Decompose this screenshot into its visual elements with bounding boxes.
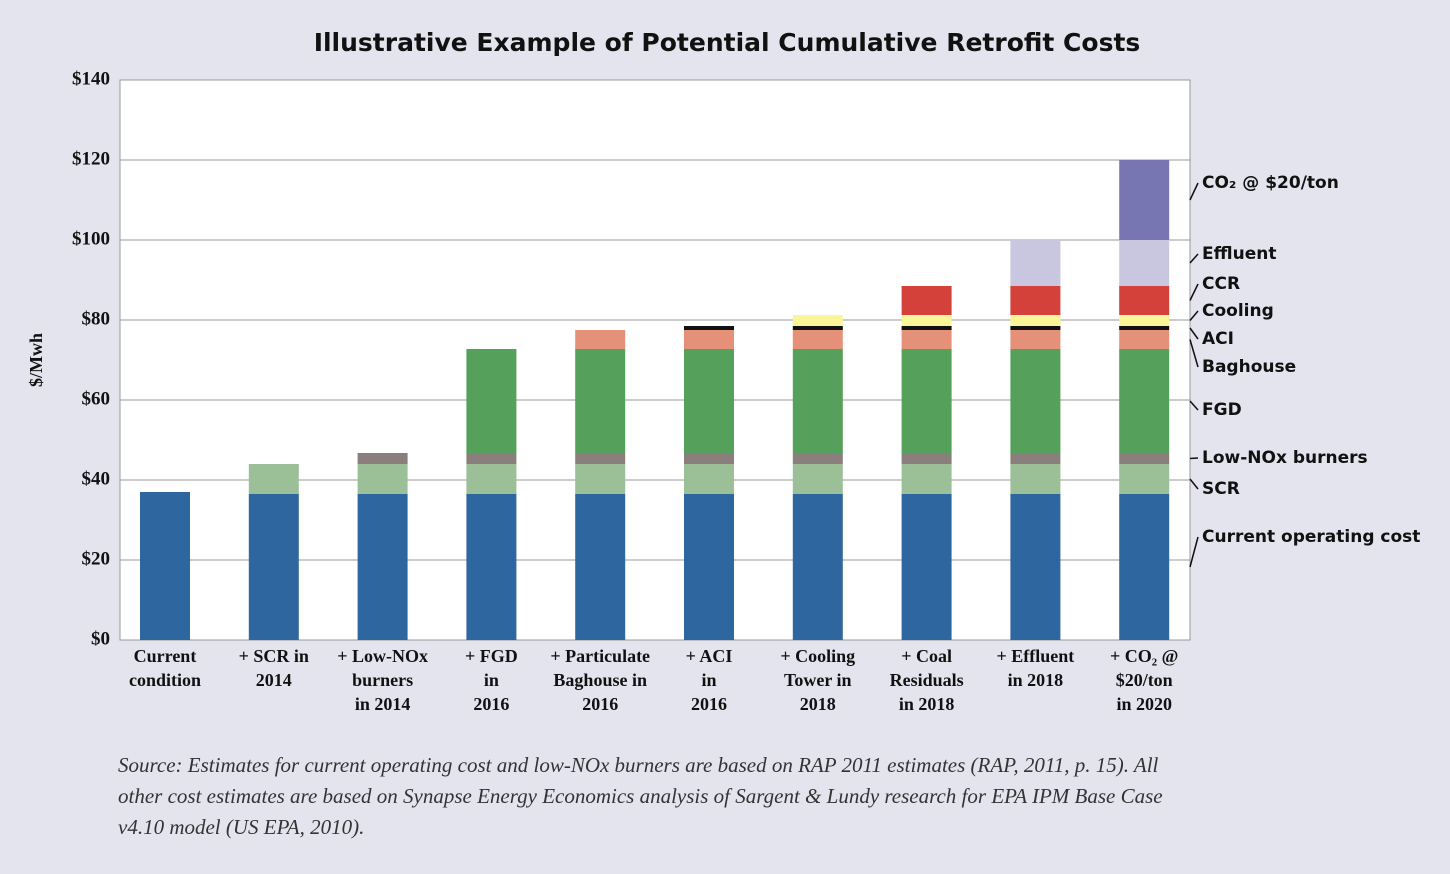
legend-leader xyxy=(1189,283,1199,301)
bar-segment xyxy=(1010,315,1061,326)
bar-segment xyxy=(901,464,952,494)
y-tick-label: $20 xyxy=(82,548,111,569)
bar-segment xyxy=(901,315,952,326)
bar-segment xyxy=(684,453,734,464)
bar-segment xyxy=(575,330,626,349)
y-tick-label: $60 xyxy=(82,388,111,409)
bar-segment xyxy=(1119,315,1170,326)
bar-segment xyxy=(248,464,299,494)
bar-segment xyxy=(575,349,626,453)
bar-segment xyxy=(792,464,843,494)
bar-segment xyxy=(575,453,626,464)
x-tick-label: + Cooling Tower in 2018 xyxy=(780,646,855,714)
bar-segment xyxy=(575,464,626,494)
bar-segment xyxy=(1119,160,1170,240)
bar-segment xyxy=(1119,494,1170,640)
legend-label: Baghouse xyxy=(1202,357,1296,377)
legend-label: Current operating cost xyxy=(1202,527,1420,547)
bar-segment xyxy=(1119,330,1170,349)
bar-segment xyxy=(792,326,843,330)
y-tick-label: $80 xyxy=(82,308,111,329)
bar-segment xyxy=(792,315,843,326)
bar-segment xyxy=(901,349,952,453)
x-tick-label: + SCR in 2014 xyxy=(239,646,309,690)
x-tick-label: + ACI in 2016 xyxy=(686,646,733,714)
bar-segment xyxy=(1010,286,1061,315)
bar-segment xyxy=(684,330,734,349)
x-tick-label: + Low-NOx burners in 2014 xyxy=(337,646,428,714)
bar-segment xyxy=(1119,464,1170,494)
bar-segment xyxy=(1119,326,1170,330)
bar-segment xyxy=(1010,453,1061,464)
bar-segment xyxy=(466,494,517,640)
bar-segment xyxy=(1010,494,1061,640)
bar-segment xyxy=(1010,349,1061,453)
x-tick-label: Current condition xyxy=(129,646,201,690)
x-tick-label: + FGD in 2016 xyxy=(465,646,518,714)
legend-label: CCR xyxy=(1202,274,1240,294)
bar-segment xyxy=(901,494,952,640)
bar-segment xyxy=(901,453,952,464)
bar-segment xyxy=(684,326,734,330)
bar-segment xyxy=(575,494,626,640)
y-axis-label: $/Mwh xyxy=(26,333,46,387)
legend-leader xyxy=(1189,478,1199,490)
bar-segment xyxy=(1010,240,1061,286)
bar-segment xyxy=(901,286,952,315)
bar-segment xyxy=(466,349,517,453)
legend-label: Cooling xyxy=(1202,301,1274,321)
bar-segment xyxy=(466,464,517,494)
bar-segment xyxy=(1010,326,1061,330)
x-tick-label: + CO₂ @ $20/ton in 2020 xyxy=(1110,646,1178,714)
y-tick-label: $100 xyxy=(72,228,110,249)
legend-leader xyxy=(1189,327,1199,340)
legend-label: Effluent xyxy=(1202,244,1276,264)
bar-segment xyxy=(1010,464,1061,494)
source-note: Source: Estimates for current operating … xyxy=(118,753,1163,839)
bar-segment xyxy=(684,464,734,494)
legend-label: FGD xyxy=(1202,400,1242,420)
bar-segment xyxy=(140,492,190,640)
legend-leader xyxy=(1189,339,1199,368)
legend-leader xyxy=(1189,536,1199,568)
bar-segment xyxy=(1119,349,1170,453)
y-tick-label: $40 xyxy=(82,468,111,489)
legend-leader xyxy=(1189,253,1199,264)
legend-leader xyxy=(1189,182,1199,201)
bar-segment xyxy=(1010,330,1061,349)
bar-segment xyxy=(792,330,843,349)
bar-segment xyxy=(357,494,408,640)
y-tick-label: $140 xyxy=(72,68,110,89)
bar-segment xyxy=(901,326,952,330)
y-tick-label: $120 xyxy=(72,148,110,169)
x-tick-label: + Effluent in 2018 xyxy=(997,646,1075,690)
bar-segment xyxy=(1119,286,1170,315)
bar-segment xyxy=(1119,453,1170,464)
bar-segment xyxy=(357,453,408,464)
legend-label: Low-NOx burners xyxy=(1202,448,1368,468)
bar-segment xyxy=(248,494,299,640)
legend-label: ACI xyxy=(1202,329,1234,349)
x-tick-label: + Coal Residuals in 2018 xyxy=(890,646,964,714)
bar-segment xyxy=(792,349,843,453)
bar-segment xyxy=(357,464,408,494)
bar-segment xyxy=(1119,240,1170,286)
chart-title: Illustrative Example of Potential Cumula… xyxy=(314,28,1141,57)
legend-leader xyxy=(1189,310,1199,321)
bar-segment xyxy=(466,453,517,464)
bar-segment xyxy=(792,494,843,640)
bar-segment xyxy=(901,330,952,349)
legend-label: CO₂ @ $20/ton xyxy=(1202,173,1339,193)
bar-segment xyxy=(792,453,843,464)
legend-label: SCR xyxy=(1202,479,1240,499)
x-tick-label: + Particulate Baghouse in 2016 xyxy=(550,646,650,714)
bar-segment xyxy=(684,494,734,640)
legend-leader xyxy=(1189,400,1199,411)
y-tick-label: $0 xyxy=(91,628,110,649)
legend-leader xyxy=(1189,457,1199,460)
bar-segment xyxy=(684,349,734,453)
